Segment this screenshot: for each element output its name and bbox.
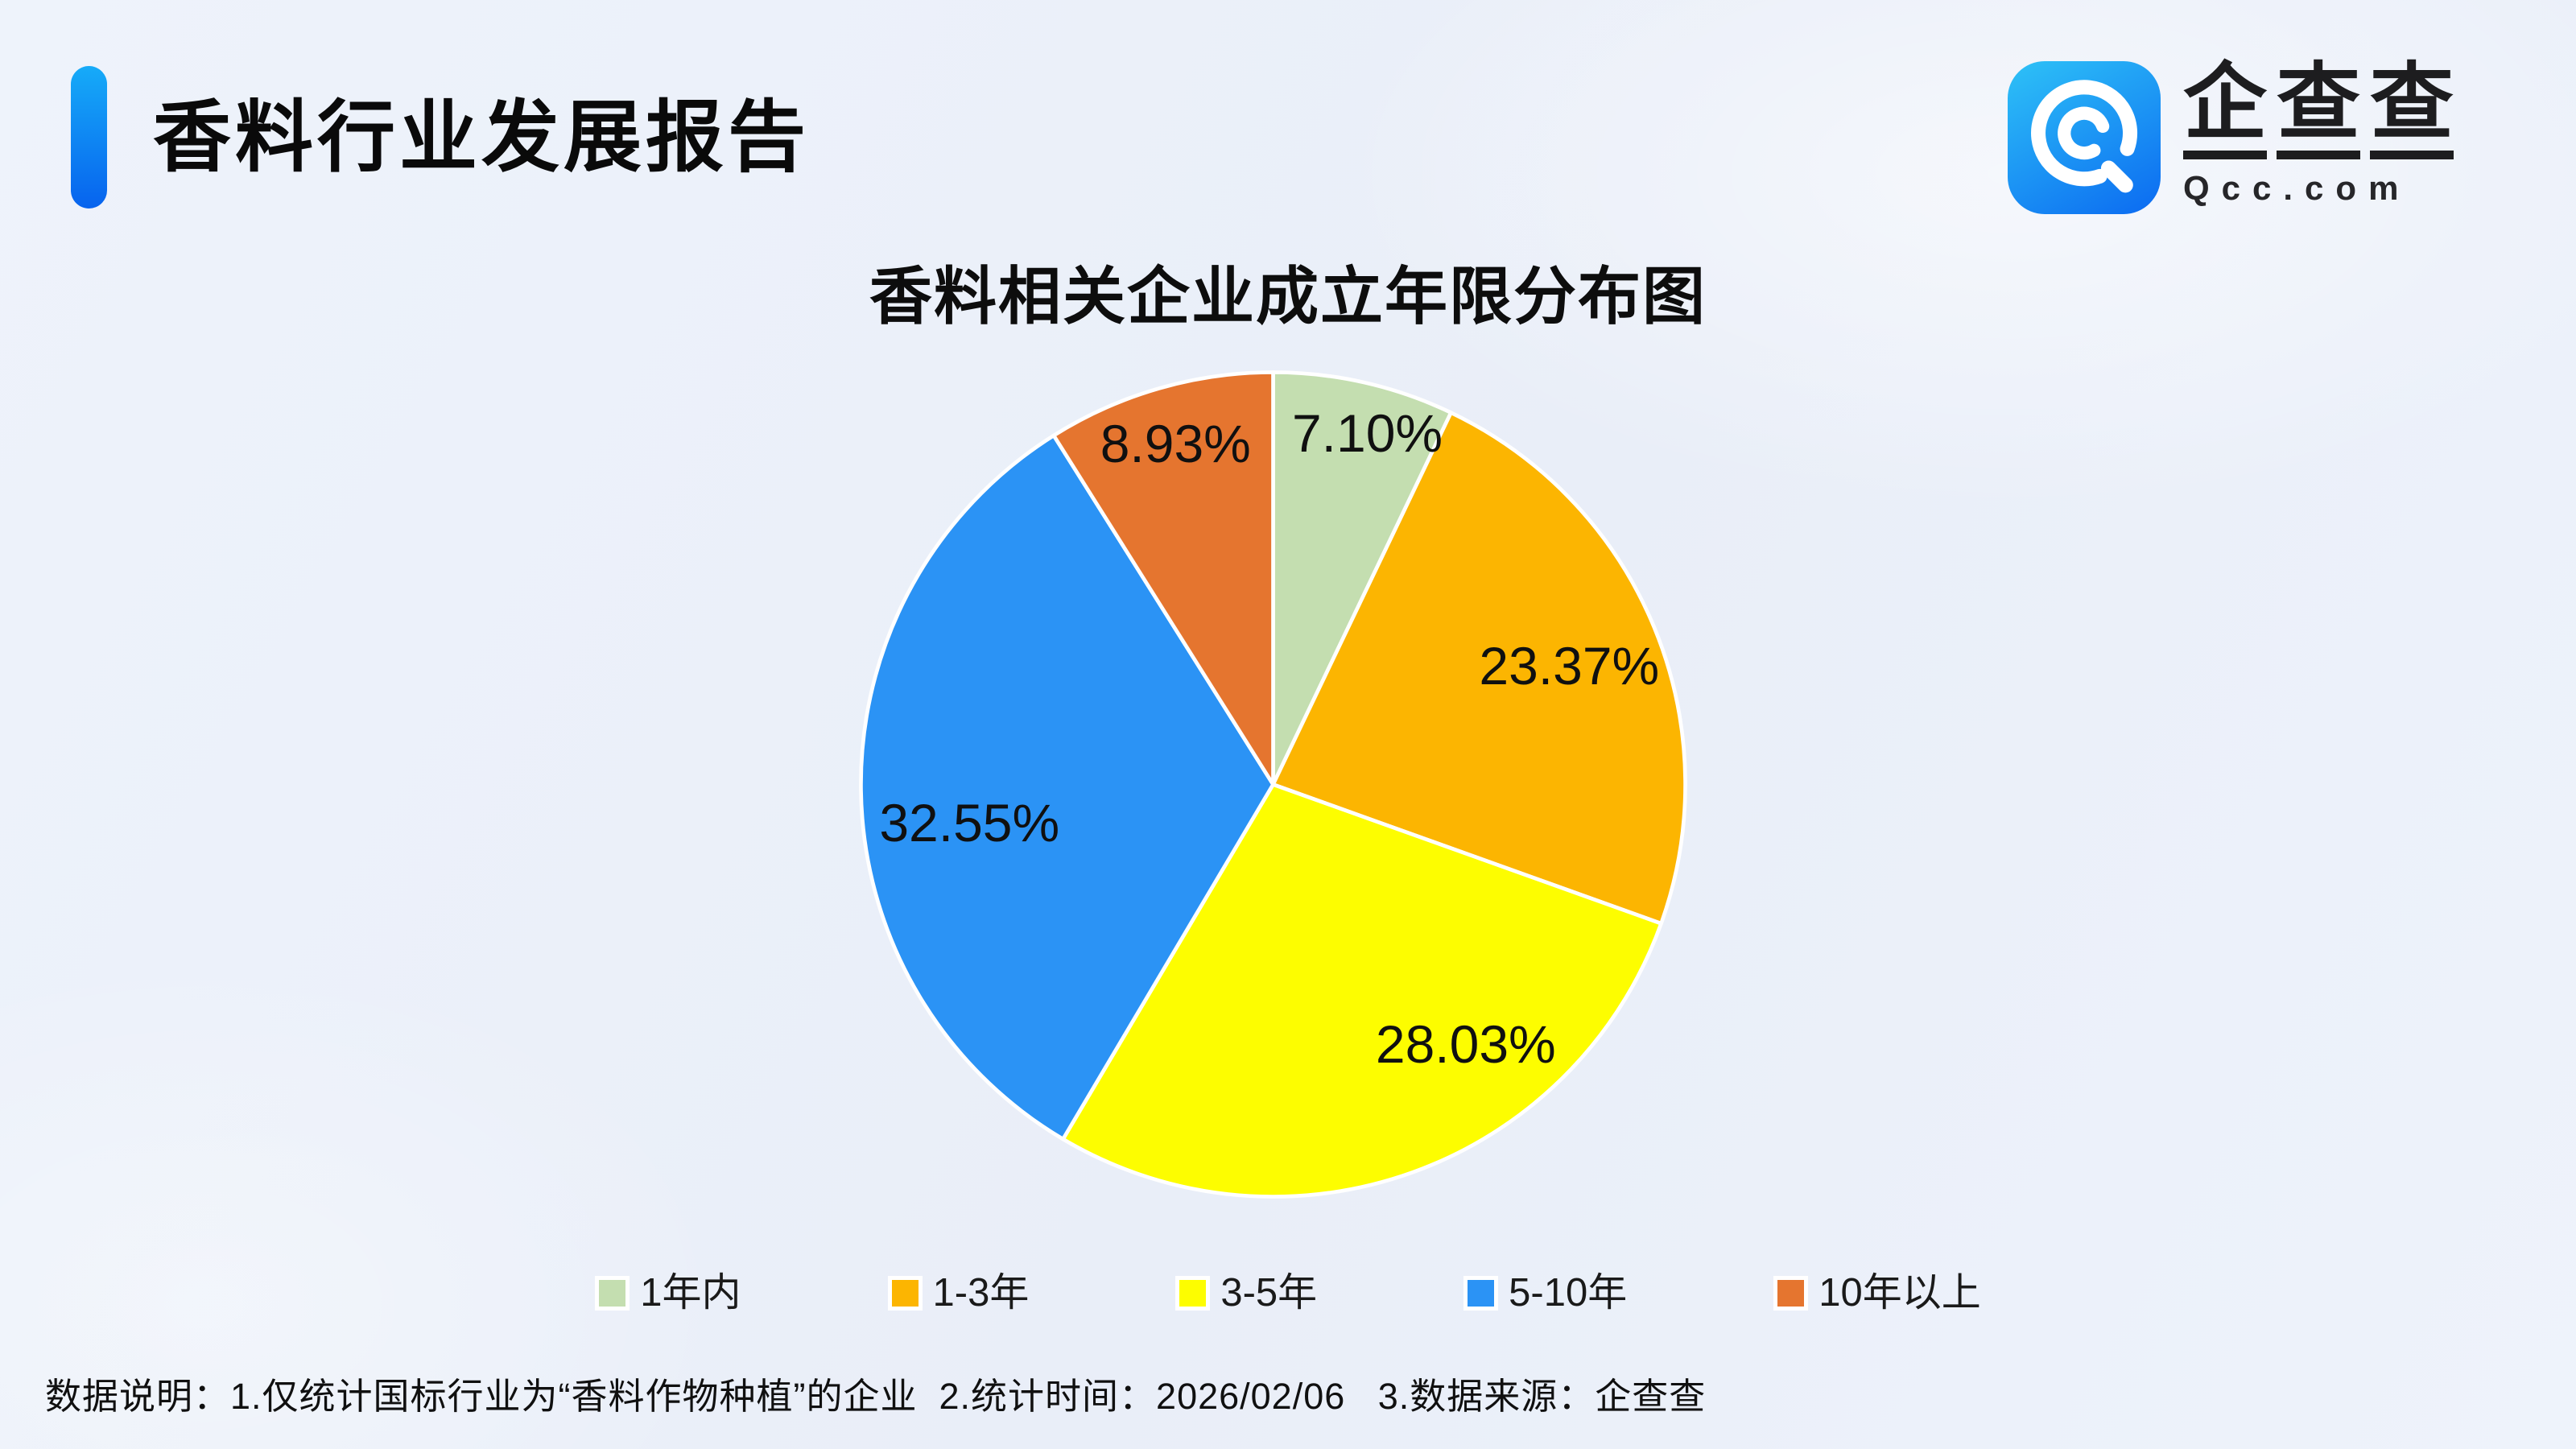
qcc-logo-text: 企查查 Qcc.com [2183,61,2454,208]
pie-slice-1年内 [1271,370,1453,786]
legend-label: 1年内 [640,1271,741,1315]
brand-char: 查 [2370,61,2454,159]
brand-char: 企 [2183,61,2268,159]
pie-label-1-3年: 23.37% [1479,636,1660,696]
pie-label-3-5年: 28.03% [1375,1014,1556,1075]
legend-item-1年内: 1年内 [595,1274,741,1313]
pie-slice-10年以上 [1051,370,1275,786]
brand-char: 查 [2277,61,2361,159]
pie-svg [859,370,1687,1199]
legend-item-5-10年: 5-10年 [1463,1274,1627,1313]
pie-label-1年内: 7.10% [1291,402,1443,463]
legend-item-1-3年: 1-3年 [887,1271,1030,1315]
title-accent-bar [71,66,107,208]
legend-label: 10年以上 [1818,1271,1981,1315]
qcc-logo-icon [2008,61,2161,214]
legend-swatch [595,1276,630,1311]
qcc-logo: 企查查 Qcc.com [2008,61,2454,214]
qcc-magnifier-icon [2031,80,2138,193]
legend-swatch [1463,1276,1499,1311]
pie-slice-1-3年 [1271,411,1687,926]
legend-label: 1-3年 [932,1271,1030,1315]
pie-label-10年以上: 8.93% [1100,414,1251,474]
pie-slice-5-10年 [859,433,1275,1141]
brand-name-cn: 企查查 [2183,61,2454,159]
legend-item-3-5年: 3-5年 [1175,1274,1317,1313]
footer-note: 数据说明：1.仅统计国标行业为“香料作物种植”的企业 2.统计时间：2026/0… [45,1376,1707,1417]
legend-label: 3-5年 [1220,1271,1318,1315]
legend: 1年内 1-3年 3-5年 5-10年 10年以上 [0,1274,2576,1313]
page-title: 香料行业发展报告 [153,93,810,181]
legend-item-10年以上: 10年以上 [1773,1274,1981,1313]
pie-label-5-10年: 32.55% [879,792,1060,852]
legend-swatch [1773,1276,1809,1311]
legend-label: 5-10年 [1509,1271,1628,1315]
chart-title: 香料相关企业成立年限分布图 [869,261,1707,332]
legend-swatch [1175,1276,1211,1311]
brand-name-en: Qcc.com [2183,169,2411,207]
pie-chart: 7.10% 23.37% 28.03% 32.55% 8.93% [852,364,1694,1205]
legend-swatch [887,1276,923,1311]
